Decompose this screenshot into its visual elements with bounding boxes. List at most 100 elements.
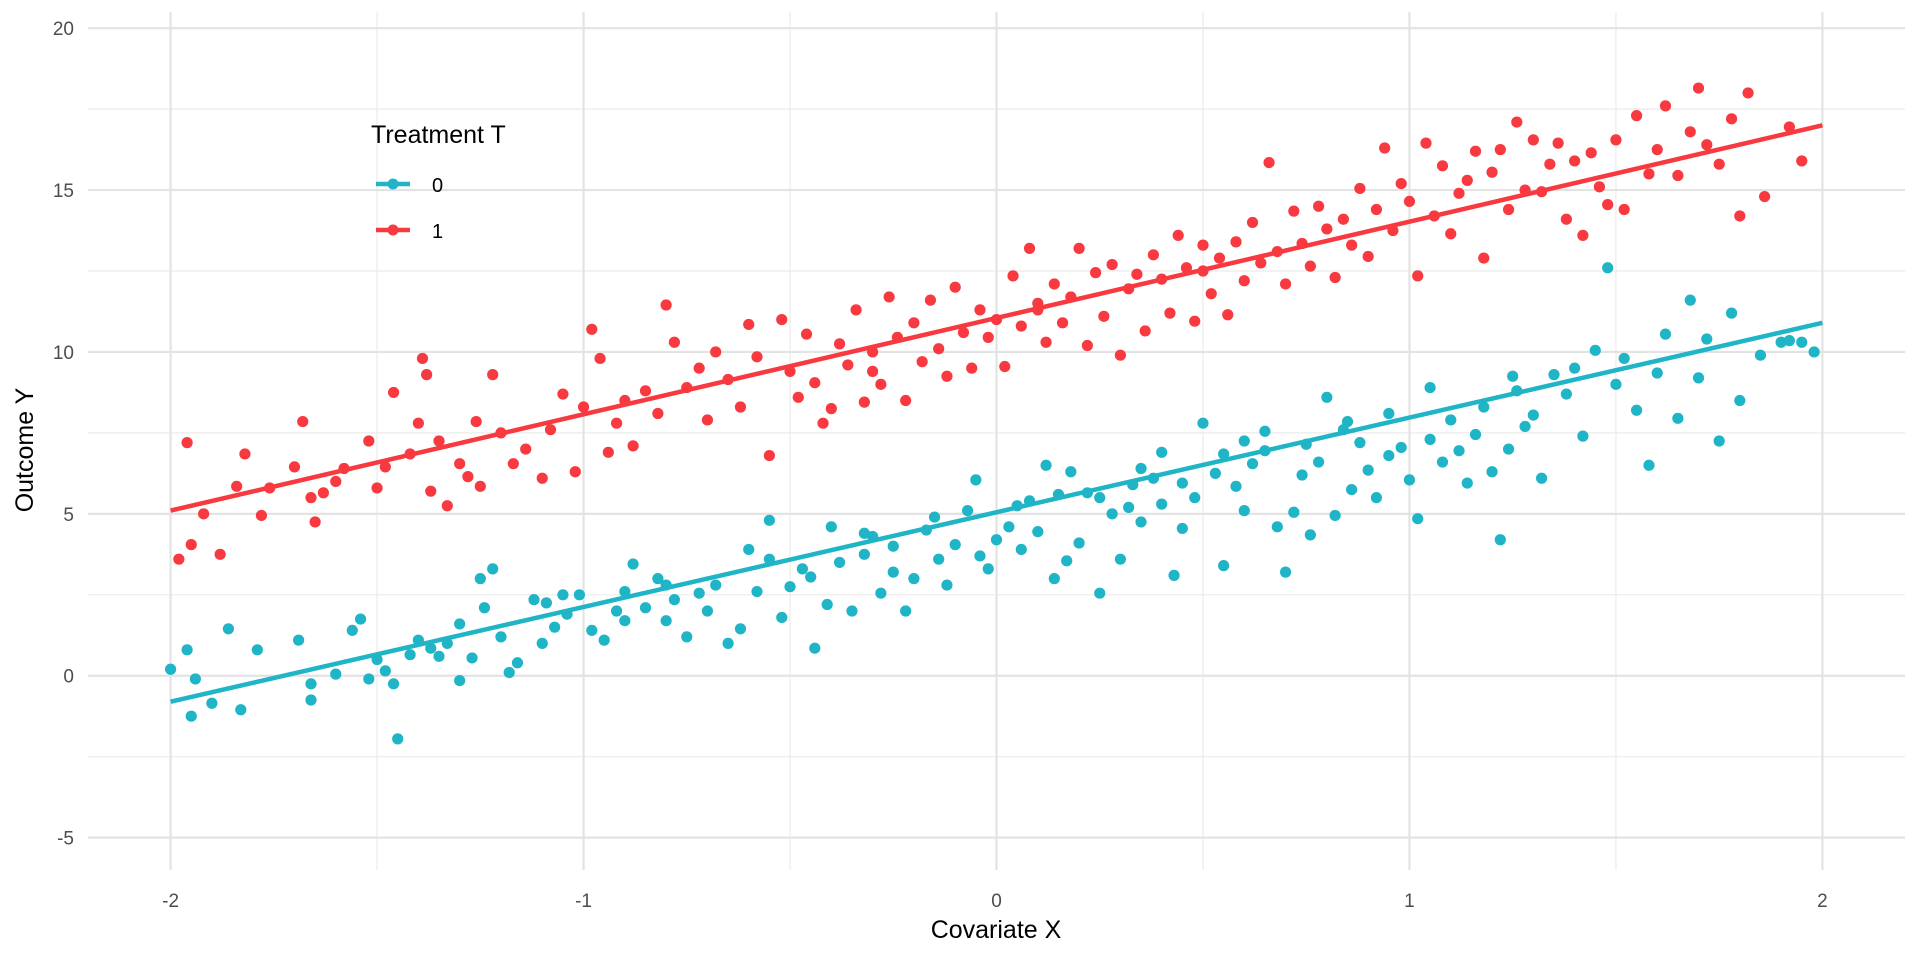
data-point-series-0 xyxy=(1073,537,1085,549)
data-point-series-1 xyxy=(1630,110,1643,122)
data-point-series-0 xyxy=(598,634,610,646)
data-point-series-0 xyxy=(1783,335,1795,347)
data-point-series-0 xyxy=(1403,474,1416,486)
data-point-series-1 xyxy=(1321,223,1333,235)
data-point-series-0 xyxy=(528,594,540,606)
data-point-series-1 xyxy=(1205,288,1217,300)
data-point-series-0 xyxy=(1288,506,1300,518)
data-point-series-1 xyxy=(487,369,499,381)
legend-item-0: 0 xyxy=(376,175,443,197)
data-point-series-1 xyxy=(850,304,862,316)
data-point-series-0 xyxy=(1519,420,1531,433)
data-point-series-1 xyxy=(1796,155,1808,167)
data-point-series-1 xyxy=(1544,158,1556,170)
data-point-series-0 xyxy=(619,585,631,598)
y-tick-label: 10 xyxy=(53,343,74,364)
data-point-series-0 xyxy=(454,618,466,630)
data-point-series-0 xyxy=(809,642,821,654)
data-point-series-0 xyxy=(1643,459,1655,471)
data-point-series-0 xyxy=(928,511,941,523)
data-point-series-0 xyxy=(1341,415,1354,428)
data-point-series-0 xyxy=(751,585,763,598)
data-point-series-1 xyxy=(577,401,590,413)
data-point-series-0 xyxy=(887,566,899,578)
data-point-series-1 xyxy=(1577,229,1589,242)
data-point-series-0 xyxy=(1725,307,1738,319)
data-point-series-0 xyxy=(1246,458,1259,470)
data-point-series-1 xyxy=(1023,242,1036,254)
data-point-series-1 xyxy=(1346,239,1358,251)
legend-label-0: 0 xyxy=(432,175,443,197)
data-point-series-1 xyxy=(639,385,652,397)
data-point-series-1 xyxy=(594,352,606,365)
data-point-series-0 xyxy=(354,613,367,625)
data-point-series-0 xyxy=(1156,498,1168,510)
data-point-series-1 xyxy=(1279,278,1292,290)
data-point-series-1 xyxy=(1569,155,1581,167)
data-point-series-0 xyxy=(1094,587,1106,599)
data-point-series-0 xyxy=(573,589,586,601)
data-point-series-0 xyxy=(454,674,466,687)
data-point-series-0 xyxy=(1123,501,1135,513)
data-point-series-0 xyxy=(1469,428,1482,441)
data-point-series-1 xyxy=(470,415,482,428)
data-point-series-0 xyxy=(858,548,870,560)
data-point-series-0 xyxy=(189,673,201,685)
data-point-series-0 xyxy=(710,579,722,591)
data-point-series-0 xyxy=(1478,401,1490,413)
data-point-series-0 xyxy=(1424,381,1436,394)
data-point-series-1 xyxy=(660,299,672,311)
data-point-series-1 xyxy=(363,435,375,447)
data-point-series-1 xyxy=(916,356,928,368)
data-point-series-1 xyxy=(557,388,569,400)
data-point-series-0 xyxy=(1003,521,1015,533)
y-tick-label: 15 xyxy=(53,181,74,202)
data-point-series-1 xyxy=(1684,126,1696,138)
y-axis-title: Outcome Y xyxy=(11,387,39,512)
data-point-series-1 xyxy=(1783,121,1795,133)
data-point-series-0 xyxy=(1048,573,1060,585)
data-point-series-1 xyxy=(1180,262,1193,274)
data-point-series-1 xyxy=(1672,169,1684,182)
data-point-series-1 xyxy=(1643,168,1655,180)
data-point-series-0 xyxy=(1362,464,1374,476)
data-point-series-1 xyxy=(1453,187,1465,199)
data-point-series-1 xyxy=(602,446,614,458)
data-point-series-1 xyxy=(668,336,680,348)
data-point-series-1 xyxy=(610,417,623,429)
data-point-series-0 xyxy=(1296,469,1308,481)
data-point-series-1 xyxy=(1758,190,1771,203)
data-point-series-1 xyxy=(1469,145,1482,157)
data-point-series-1 xyxy=(214,548,226,560)
data-point-series-0 xyxy=(619,615,631,627)
data-point-series-0 xyxy=(1279,566,1292,578)
data-point-series-1 xyxy=(743,318,755,331)
data-point-series-1 xyxy=(1659,100,1672,112)
data-point-series-1 xyxy=(1478,252,1490,264)
data-point-series-0 xyxy=(1527,409,1539,421)
data-point-series-1 xyxy=(858,396,870,408)
data-point-series-1 xyxy=(1040,336,1052,348)
data-point-series-0 xyxy=(1602,262,1614,274)
data-point-series-1 xyxy=(1734,210,1746,222)
data-point-series-1 xyxy=(1725,113,1738,125)
x-tick-label: 1 xyxy=(1404,891,1415,912)
data-point-series-0 xyxy=(478,602,491,614)
data-point-series-1 xyxy=(198,508,210,520)
data-point-series-0 xyxy=(433,650,445,662)
data-point-series-1 xyxy=(474,480,486,492)
y-tick-label: -5 xyxy=(57,829,74,850)
data-point-series-0 xyxy=(1259,425,1271,437)
data-point-series-1 xyxy=(239,448,251,460)
data-point-series-1 xyxy=(1494,144,1506,156)
data-point-series-1 xyxy=(305,492,317,504)
data-point-series-0 xyxy=(1065,466,1077,478)
fit-lines xyxy=(170,123,1823,704)
data-point-series-1 xyxy=(1213,252,1226,264)
data-point-series-0 xyxy=(1209,467,1221,479)
data-point-series-0 xyxy=(900,605,912,617)
data-point-series-0 xyxy=(1548,369,1560,381)
data-point-series-0 xyxy=(796,563,809,575)
data-point-series-1 xyxy=(1395,178,1407,190)
data-point-series-0 xyxy=(1176,477,1188,489)
